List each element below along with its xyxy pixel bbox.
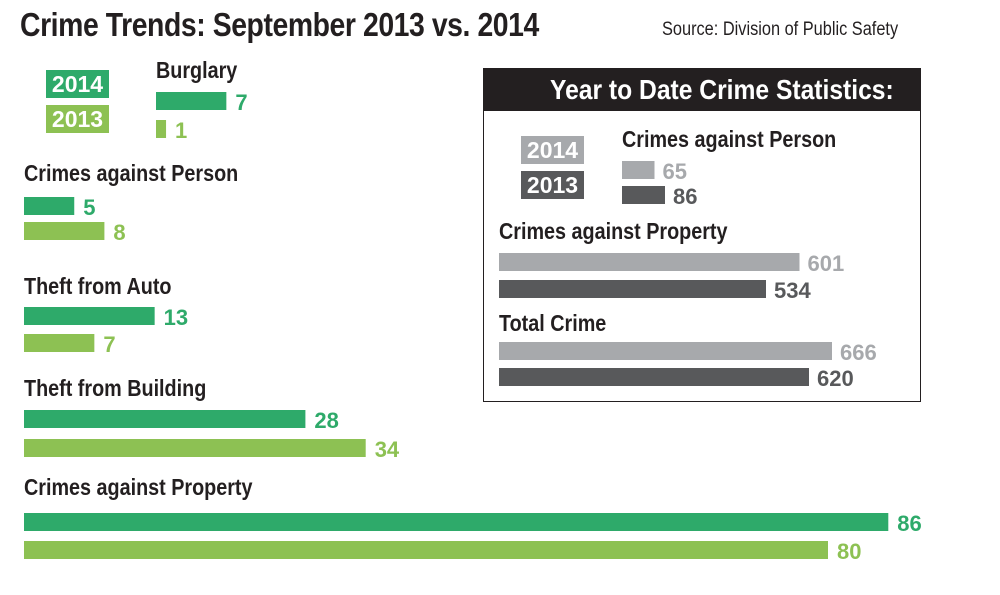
ytd-value-label-2014-total-crime: 666 <box>840 340 877 365</box>
bar-2014-theft-from-auto <box>24 307 155 325</box>
ytd-bar-2013-crimes-against-person <box>622 186 665 204</box>
ytd-category-label-crimes-against-property: Crimes against Property <box>499 219 728 245</box>
ytd-panel: Year to Date Crime Statistics: 2014 2013… <box>483 68 921 402</box>
ytd-value-label-2013-crimes-against-person: 86 <box>673 184 697 209</box>
category-label-burglary: Burglary <box>156 58 237 84</box>
ytd-value-label-2013-crimes-against-property: 534 <box>774 278 811 303</box>
value-label-2013-crimes-against-person: 8 <box>113 220 125 245</box>
ytd-value-label-2013-total-crime: 620 <box>817 366 854 391</box>
bar-2013-burglary <box>156 120 167 138</box>
ytd-legend-2013: 2013 <box>521 171 584 199</box>
value-label-2014-crimes-against-property: 86 <box>897 511 921 536</box>
bar-2013-theft-from-auto <box>24 334 95 352</box>
ytd-bar-2014-crimes-against-property <box>499 253 800 271</box>
source-note: Source: Division of Public Safety <box>662 19 899 40</box>
category-label-theft-from-auto: Theft from Auto <box>24 274 172 300</box>
value-label-2013-theft-from-building: 34 <box>375 437 400 462</box>
ytd-category-label-total-crime: Total Crime <box>499 311 606 337</box>
bar-2013-crimes-against-person <box>24 222 105 240</box>
bar-2013-theft-from-building <box>24 439 366 457</box>
bar-2014-crimes-against-person <box>24 197 75 215</box>
category-label-theft-from-building: Theft from Building <box>24 376 206 402</box>
legend-2014: 2014 <box>46 70 109 98</box>
category-label-crimes-against-person: Crimes against Person <box>24 161 238 187</box>
value-label-2013-burglary: 1 <box>175 118 187 143</box>
value-label-2014-theft-from-auto: 13 <box>164 305 188 330</box>
legend-2013: 2013 <box>46 105 109 133</box>
ytd-value-label-2014-crimes-against-property: 601 <box>808 251 845 276</box>
value-label-2013-theft-from-auto: 7 <box>103 332 115 357</box>
ytd-bar-2013-total-crime <box>499 368 809 386</box>
ytd-bar-2014-total-crime <box>499 342 832 360</box>
ytd-value-label-2014-crimes-against-person: 65 <box>663 159 687 184</box>
value-label-2014-crimes-against-person: 5 <box>83 195 95 220</box>
value-label-2014-theft-from-building: 28 <box>314 408 338 433</box>
category-label-crimes-against-property: Crimes against Property <box>24 475 253 501</box>
ytd-bar-2013-crimes-against-property <box>499 280 766 298</box>
ytd-bar-2014-crimes-against-person <box>622 161 655 179</box>
ytd-legend-2014: 2014 <box>521 136 584 164</box>
ytd-title-bar: Year to Date Crime Statistics: <box>484 69 920 111</box>
bar-2014-theft-from-building <box>24 410 306 428</box>
bar-2014-crimes-against-property <box>24 513 889 531</box>
value-label-2013-crimes-against-property: 80 <box>837 539 861 564</box>
value-label-2014-burglary: 7 <box>235 90 247 115</box>
ytd-title: Year to Date Crime Statistics: <box>550 74 894 105</box>
chart-title: Crime Trends: September 2013 vs. 2014 <box>20 6 539 43</box>
bar-2013-crimes-against-property <box>24 541 828 559</box>
ytd-category-label-crimes-against-person: Crimes against Person <box>622 127 836 153</box>
bar-2014-burglary <box>156 92 227 110</box>
